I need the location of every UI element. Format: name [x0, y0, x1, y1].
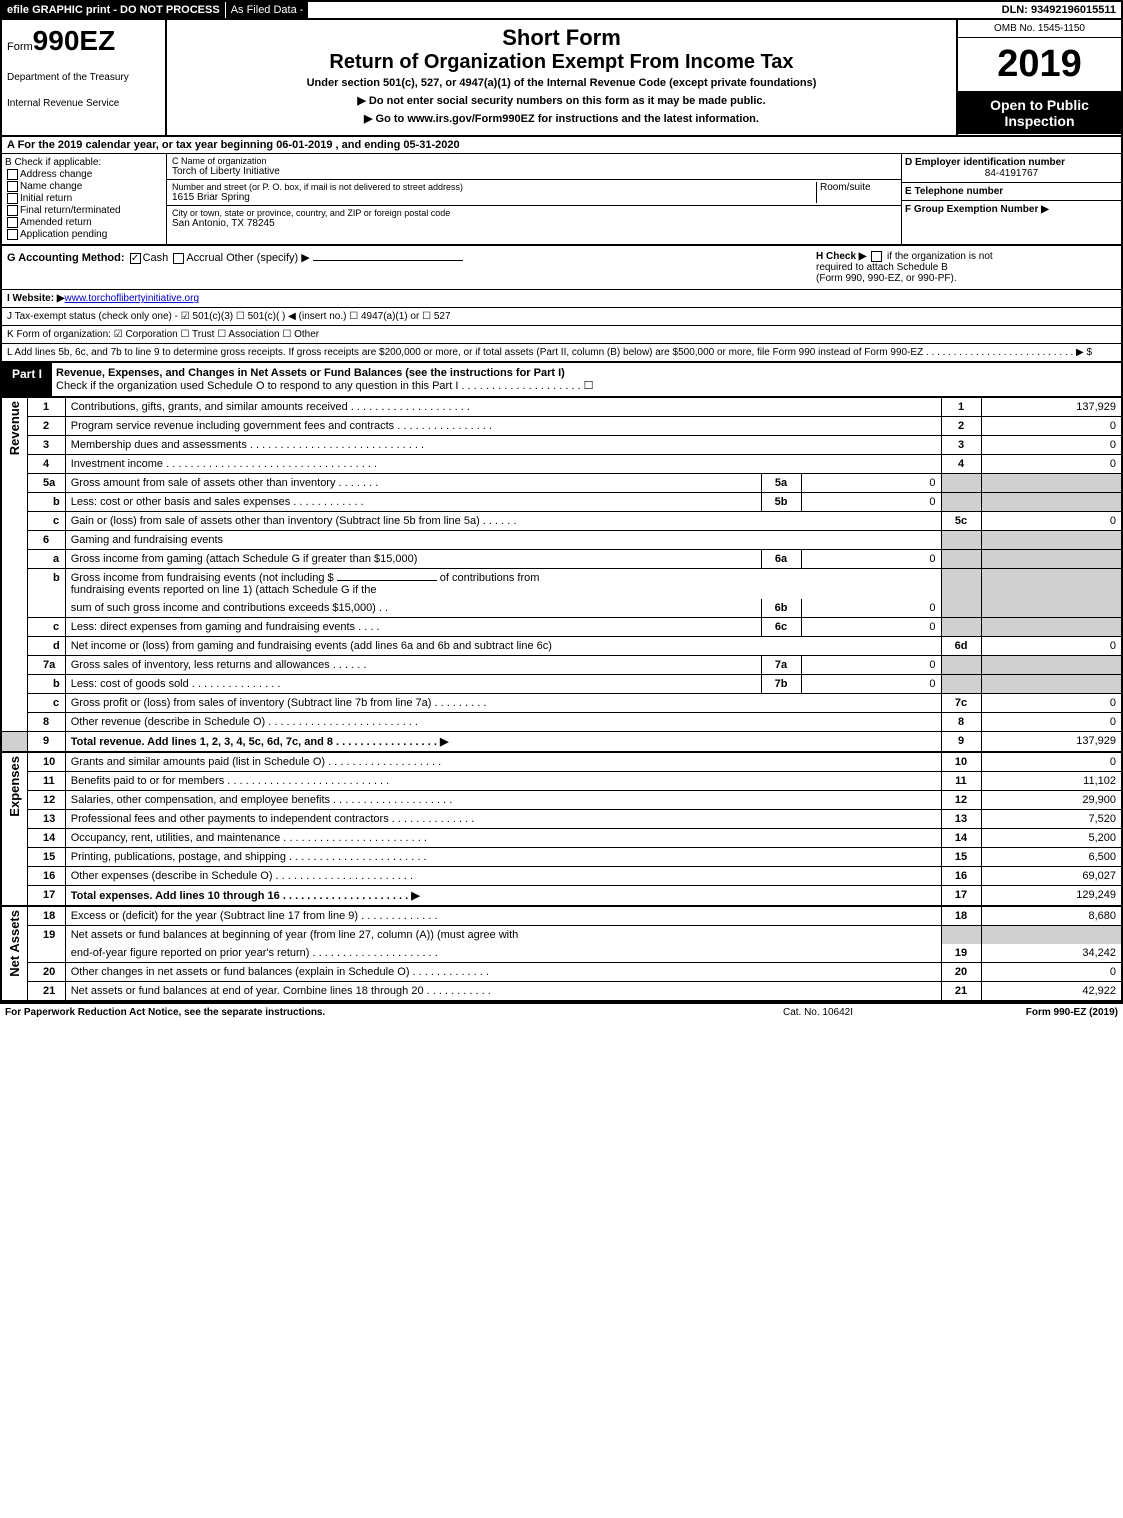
under-section: Under section 501(c), 527, or 4947(a)(1)… — [172, 77, 951, 89]
form-number-box: Form990EZ Department of the Treasury Int… — [2, 20, 167, 135]
ein-value: 84-4191767 — [905, 168, 1118, 179]
dept-irs: Internal Revenue Service — [7, 98, 160, 109]
short-form-title: Short Form — [172, 25, 951, 51]
section-gh: G Accounting Method: Cash Accrual Other … — [2, 246, 1121, 290]
section-b-label: B Check if applicable: — [5, 157, 163, 168]
section-g: G Accounting Method: Cash Accrual Other … — [7, 251, 816, 284]
address-value: 1615 Briar Spring — [172, 192, 816, 203]
section-def: D Employer identification number 84-4191… — [901, 154, 1121, 244]
check-pending[interactable] — [7, 229, 18, 240]
netassets-side-label: Net Assets — [7, 910, 22, 977]
as-filed-label: As Filed Data - — [225, 2, 309, 18]
section-k: K Form of organization: ☑ Corporation ☐ … — [2, 326, 1121, 344]
check-cash[interactable] — [130, 253, 141, 264]
c-label: C Name of organization — [172, 156, 896, 166]
check-initial[interactable] — [7, 193, 18, 204]
revenue-side-label: Revenue — [7, 401, 22, 455]
tax-year: 2019 — [958, 38, 1121, 92]
d-label: D Employer identification number — [905, 157, 1118, 168]
right-box: OMB No. 1545-1150 2019 Open to Public In… — [956, 20, 1121, 135]
e-label: E Telephone number — [905, 186, 1118, 197]
check-name[interactable] — [7, 181, 18, 192]
no-social: ▶ Do not enter social security numbers o… — [172, 94, 951, 107]
room-label: Room/suite — [816, 182, 896, 203]
part-1-header: Part I Revenue, Expenses, and Changes in… — [2, 363, 1121, 398]
part-1-check: Check if the organization used Schedule … — [56, 380, 594, 392]
return-org-title: Return of Organization Exempt From Incom… — [172, 51, 951, 74]
go-to-link[interactable]: ▶ Go to www.irs.gov/Form990EZ for instru… — [172, 112, 951, 125]
dept-treasury: Department of the Treasury — [7, 72, 160, 83]
efile-label: efile GRAPHIC print - DO NOT PROCESS — [2, 2, 225, 18]
section-a: A For the 2019 calendar year, or tax yea… — [2, 137, 1121, 154]
title-box: Short Form Return of Organization Exempt… — [167, 20, 956, 135]
section-b: B Check if applicable: Address change Na… — [2, 154, 167, 244]
check-accrual[interactable] — [173, 253, 184, 264]
section-c: C Name of organization Torch of Liberty … — [167, 154, 901, 244]
form-prefix: Form — [7, 41, 33, 53]
f-label: F Group Exemption Number ▶ — [905, 204, 1118, 215]
check-address[interactable] — [7, 169, 18, 180]
org-name: Torch of Liberty Initiative — [172, 166, 896, 177]
section-l: L Add lines 5b, 6c, and 7b to line 9 to … — [2, 344, 1121, 363]
part-1-title: Revenue, Expenses, and Changes in Net As… — [56, 367, 565, 379]
section-j: J Tax-exempt status (check only one) - ☑… — [2, 308, 1121, 326]
form-container: efile GRAPHIC print - DO NOT PROCESS As … — [0, 0, 1123, 1004]
check-h[interactable] — [871, 251, 882, 262]
lines-table: Revenue 1 Contributions, gifts, grants, … — [2, 398, 1121, 1002]
form-number: 990EZ — [33, 25, 116, 56]
footer: For Paperwork Reduction Act Notice, see … — [0, 1004, 1123, 1021]
top-section: Form990EZ Department of the Treasury Int… — [2, 20, 1121, 137]
dln-label: DLN: 93492196015511 — [997, 2, 1121, 18]
city-label: City or town, state or province, country… — [172, 208, 896, 218]
expenses-side-label: Expenses — [7, 756, 22, 817]
efile-header: efile GRAPHIC print - DO NOT PROCESS As … — [2, 2, 1121, 20]
open-public: Open to Public Inspection — [958, 92, 1121, 134]
part-1-label: Part I — [2, 363, 52, 397]
omb-number: OMB No. 1545-1150 — [958, 20, 1121, 38]
website-link[interactable]: www.torchoflibertyinitiative.org — [65, 293, 200, 304]
address-label: Number and street (or P. O. box, if mail… — [172, 182, 816, 192]
check-final[interactable] — [7, 205, 18, 216]
footer-catno: Cat. No. 10642I — [718, 1007, 918, 1018]
section-b-f: B Check if applicable: Address change Na… — [2, 154, 1121, 246]
footer-form: Form 990-EZ (2019) — [918, 1007, 1118, 1018]
section-h: H Check ▶ if the organization is not req… — [816, 251, 1116, 284]
section-i: I Website: ▶www.torchoflibertyinitiative… — [2, 290, 1121, 308]
check-amended[interactable] — [7, 217, 18, 228]
footer-paperwork: For Paperwork Reduction Act Notice, see … — [5, 1007, 718, 1018]
city-value: San Antonio, TX 78245 — [172, 218, 896, 229]
